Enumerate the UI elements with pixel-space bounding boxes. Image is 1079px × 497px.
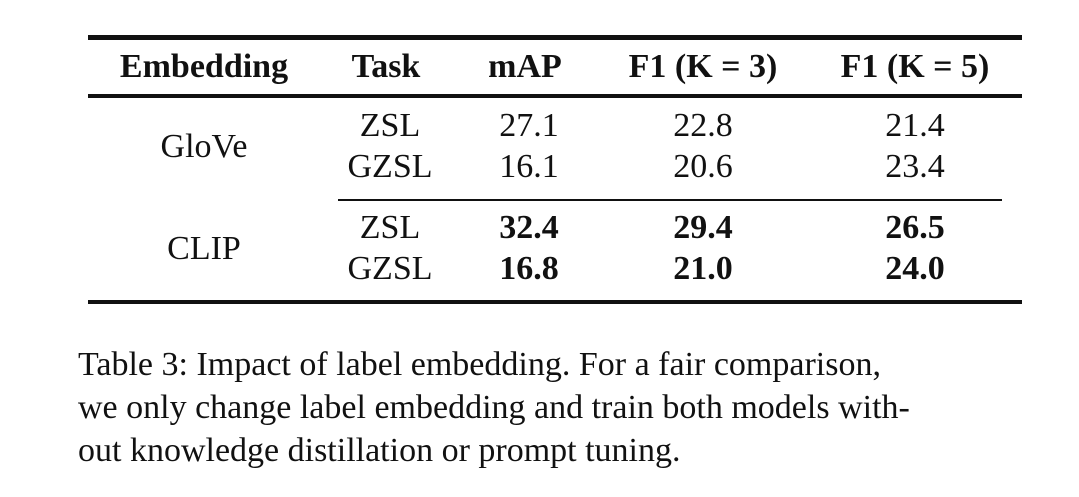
- table-cell-task: ZSL: [359, 209, 421, 246]
- header-embedding: Embedding: [119, 48, 289, 85]
- embedding-glove: GloVe: [160, 128, 248, 165]
- header-f1-k5: F1 (K = 5): [840, 48, 990, 85]
- table-cell-f1-k3: 21.0: [673, 250, 733, 287]
- table-header-rule: [88, 94, 1022, 98]
- table-cell-map: 16.1: [499, 148, 559, 185]
- table-bottom-rule: [88, 300, 1022, 304]
- table-cell-f1-k3: 29.4: [673, 209, 733, 246]
- table-cell-map: 32.4: [499, 209, 559, 246]
- table-cell-task: ZSL: [359, 107, 421, 144]
- table-group-divider: [338, 199, 1002, 201]
- table-cell-f1-k3: 20.6: [673, 148, 733, 185]
- caption-line: out knowledge distillation or prompt tun…: [78, 432, 681, 469]
- table-cell-f1-k5: 21.4: [885, 107, 945, 144]
- table-cell-f1-k5: 24.0: [885, 250, 945, 287]
- table-cell-task: GZSL: [347, 250, 433, 287]
- table-cell-task: GZSL: [347, 148, 433, 185]
- table-cell-f1-k3: 22.8: [673, 107, 733, 144]
- table-caption: Table 3: Impact of label embedding. For …: [78, 343, 1038, 472]
- caption-line: we only change label embedding and train…: [78, 389, 910, 426]
- header-map: mAP: [488, 48, 562, 85]
- table-top-rule: [88, 35, 1022, 40]
- table-cell-f1-k5: 26.5: [885, 209, 945, 246]
- caption-line: Table 3: Impact of label embedding. For …: [78, 346, 881, 383]
- table-cell-f1-k5: 23.4: [885, 148, 945, 185]
- header-f1-k3: F1 (K = 3): [628, 48, 778, 85]
- header-task: Task: [351, 48, 421, 85]
- table-cell-map: 27.1: [499, 107, 559, 144]
- embedding-clip: CLIP: [167, 230, 241, 267]
- table-cell-map: 16.8: [499, 250, 559, 287]
